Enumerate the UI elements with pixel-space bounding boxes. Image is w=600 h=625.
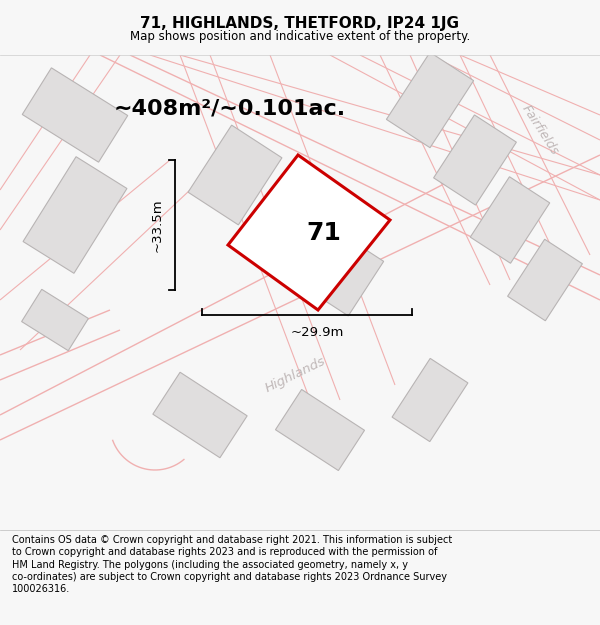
Polygon shape xyxy=(508,239,583,321)
Polygon shape xyxy=(386,52,473,148)
Polygon shape xyxy=(153,372,247,458)
Polygon shape xyxy=(392,358,468,442)
Text: Highlands: Highlands xyxy=(263,355,328,395)
Text: Map shows position and indicative extent of the property.: Map shows position and indicative extent… xyxy=(130,30,470,43)
Polygon shape xyxy=(307,234,383,316)
Polygon shape xyxy=(22,289,88,351)
Text: 71, HIGHLANDS, THETFORD, IP24 1JG: 71, HIGHLANDS, THETFORD, IP24 1JG xyxy=(140,16,460,31)
Polygon shape xyxy=(434,115,517,205)
Polygon shape xyxy=(22,68,128,162)
Text: Contains OS data © Crown copyright and database right 2021. This information is : Contains OS data © Crown copyright and d… xyxy=(12,535,452,594)
Polygon shape xyxy=(275,389,365,471)
Polygon shape xyxy=(188,125,282,225)
Polygon shape xyxy=(228,155,390,310)
Text: ~408m²/~0.101ac.: ~408m²/~0.101ac. xyxy=(114,98,346,118)
Text: ~29.9m: ~29.9m xyxy=(290,326,344,339)
Polygon shape xyxy=(470,177,550,263)
Polygon shape xyxy=(23,157,127,273)
Text: Fairfields: Fairfields xyxy=(519,102,561,158)
Text: 71: 71 xyxy=(306,221,341,244)
Polygon shape xyxy=(258,176,342,264)
Text: ~33.5m: ~33.5m xyxy=(151,198,163,252)
